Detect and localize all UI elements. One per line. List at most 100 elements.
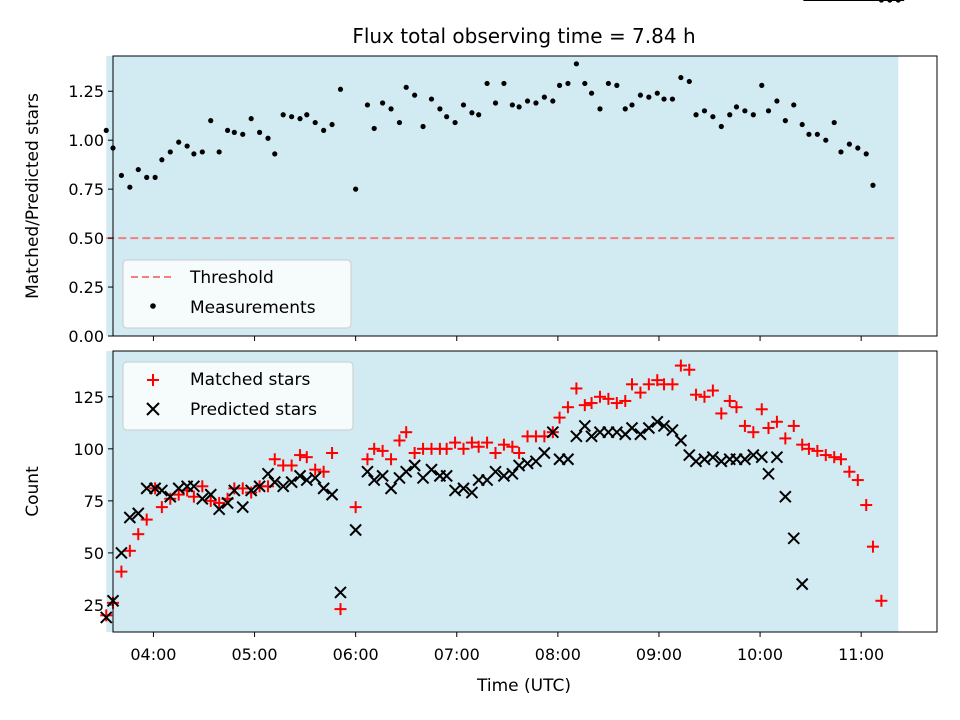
measurement-point xyxy=(710,114,716,120)
y-tick-label: 0.00 xyxy=(68,327,104,346)
y-tick-label: 1.25 xyxy=(68,82,104,101)
measurement-point xyxy=(289,114,295,120)
matched-star-point xyxy=(440,442,453,455)
legend-measurement-swatch xyxy=(150,303,156,309)
matched-star-point xyxy=(578,399,591,412)
measurement-point xyxy=(605,80,612,87)
matched-star-point xyxy=(245,486,258,499)
predicted-star-point xyxy=(642,421,656,435)
measurement-point xyxy=(492,100,499,106)
matched-star-point xyxy=(860,499,873,512)
measurement-point xyxy=(280,112,286,118)
matched-star-point xyxy=(762,422,775,435)
matched-star-point xyxy=(570,382,583,395)
predicted-star-point xyxy=(506,467,519,481)
measurement-point xyxy=(321,127,327,134)
measurement-point xyxy=(629,102,635,108)
measurement-point xyxy=(774,98,780,104)
predicted-star-point xyxy=(738,453,752,466)
predicted-star-point xyxy=(706,450,720,464)
matched-star-point xyxy=(585,397,598,410)
matched-star-point xyxy=(666,378,679,391)
measurement-point xyxy=(516,104,522,110)
predicted-star-point xyxy=(236,500,249,514)
predicted-star-point xyxy=(268,475,281,489)
measurement-point xyxy=(199,149,205,155)
measurement-point xyxy=(686,78,692,85)
measurement-point xyxy=(582,80,588,87)
y-tick-label: 75 xyxy=(84,492,104,511)
measurement-point xyxy=(533,100,539,106)
ratio-y-axis: 0.00 0.25 0.50 0.75 1.00 1.25 xyxy=(68,82,113,346)
y-tick-label: 125 xyxy=(73,388,104,407)
measurement-point xyxy=(799,121,805,128)
measurement-point xyxy=(806,131,812,137)
measurement-point xyxy=(403,84,409,90)
matched-star-point xyxy=(738,419,751,432)
predicted-star-point xyxy=(115,546,128,560)
measurement-point xyxy=(550,98,556,104)
y-tick-label: 50 xyxy=(84,544,104,563)
matched-star-point xyxy=(690,388,703,401)
measurement-point xyxy=(420,123,426,130)
predicted-star-point xyxy=(755,450,768,464)
matched-star-point xyxy=(236,482,249,495)
predicted-star-point xyxy=(408,459,421,472)
matched-star-point xyxy=(489,446,502,459)
predicted-star-points xyxy=(100,0,904,624)
legend-threshold-label: Threshold xyxy=(189,268,274,288)
measurement-point xyxy=(167,149,173,155)
matched-star-point xyxy=(626,378,639,391)
matched-star-point xyxy=(285,459,298,472)
predicted-star-point xyxy=(787,532,800,545)
measurement-point xyxy=(135,166,141,173)
matched-star-point xyxy=(349,501,362,514)
predicted-star-point xyxy=(204,488,217,501)
predicted-star-point xyxy=(349,523,362,537)
measurement-point xyxy=(701,108,708,114)
matched-star-point xyxy=(465,436,478,449)
measurement-point xyxy=(216,149,222,155)
y-tick-label: 1.00 xyxy=(68,131,104,150)
matched-star-point xyxy=(787,419,800,432)
predicted-star-point xyxy=(325,488,339,501)
x-tick-label: 10:00 xyxy=(737,645,783,664)
matched-star-point xyxy=(706,384,719,397)
predicted-star-point xyxy=(538,446,551,460)
matched-star-point xyxy=(747,426,760,439)
measurement-point xyxy=(428,96,435,102)
x-tick-label: 11:00 xyxy=(838,645,884,664)
measurement-point xyxy=(484,80,490,87)
matched-star-point xyxy=(730,401,743,414)
y-tick-label: 0.50 xyxy=(68,229,104,248)
matched-star-point xyxy=(368,442,381,455)
ratio-x-axis xyxy=(152,336,862,341)
matched-star-point xyxy=(187,490,200,503)
measurement-point xyxy=(573,61,579,67)
measurement-point xyxy=(597,106,603,112)
matched-star-point xyxy=(393,434,406,447)
predicted-star-point xyxy=(546,425,560,439)
measurement-point xyxy=(831,119,837,126)
measurement-point xyxy=(272,151,278,157)
measurement-point xyxy=(297,116,303,122)
matched-star-point xyxy=(755,403,768,416)
matched-star-point xyxy=(875,594,888,607)
legend-measurement-label: Measurements xyxy=(190,298,316,318)
matched-star-point xyxy=(506,440,519,453)
matched-star-point xyxy=(593,390,606,403)
measurement-point xyxy=(646,94,652,100)
measurement-point xyxy=(733,104,740,110)
matched-star-point xyxy=(619,394,632,407)
x-tick-label: 09:00 xyxy=(636,645,682,664)
matched-star-point xyxy=(115,565,128,578)
matched-star-point xyxy=(457,442,470,455)
matched-star-point xyxy=(715,407,728,420)
predicted-star-point xyxy=(148,482,162,495)
measurement-point xyxy=(846,141,852,147)
measurement-point xyxy=(329,121,335,128)
predicted-star-point xyxy=(651,415,664,428)
matched-star-point xyxy=(843,465,856,478)
measurement-point xyxy=(396,119,403,126)
